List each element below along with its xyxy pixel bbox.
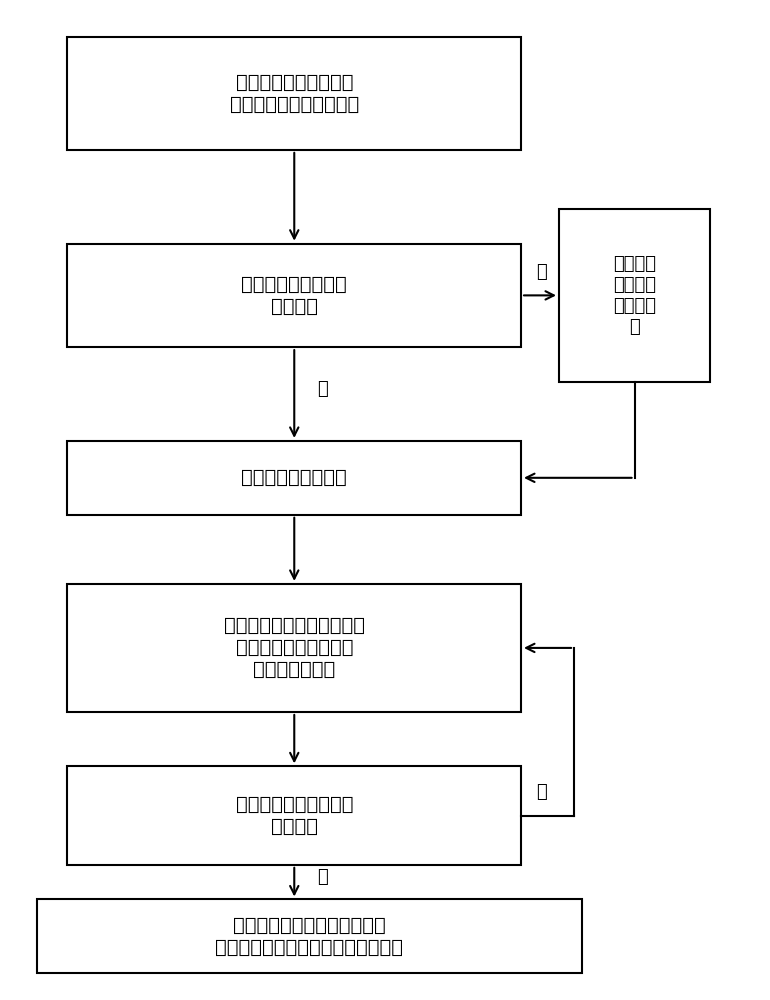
Bar <box>37 899 581 973</box>
Text: 分析铜离子浓度是否
满足要求: 分析铜离子浓度是否 满足要求 <box>241 275 347 316</box>
Bar <box>68 441 521 515</box>
Text: 是: 是 <box>317 868 328 886</box>
Bar <box>68 766 521 865</box>
Text: 检测氧化还原电位是否
满足要求: 检测氧化还原电位是否 满足要求 <box>236 795 353 836</box>
Bar <box>68 584 521 712</box>
Bar <box>68 37 521 150</box>
Bar <box>559 209 710 382</box>
Text: 通入还原性气体，使铜离子
还原为亚铜离子，并与
氯离子生成沉淀: 通入还原性气体，使铜离子 还原为亚铜离子，并与 氯离子生成沉淀 <box>224 616 365 679</box>
Text: 是: 是 <box>317 380 328 398</box>
Bar <box>68 244 521 347</box>
Text: 否: 否 <box>536 783 547 801</box>
Text: 停止通入还原性气体，过滤，
得到已脱除氯离子的湿法炼锌浸出液: 停止通入还原性气体，过滤， 得到已脱除氯离子的湿法炼锌浸出液 <box>216 916 403 957</box>
Text: 检测湿法炼锌浸出液中
氯离子浓度和铜离子浓度: 检测湿法炼锌浸出液中 氯离子浓度和铜离子浓度 <box>229 73 359 114</box>
Text: 否: 否 <box>536 263 547 281</box>
Text: 调整铜离
子浓度，
使满足要
求: 调整铜离 子浓度， 使满足要 求 <box>613 255 656 336</box>
Text: 加入铜渣，得到浆料: 加入铜渣，得到浆料 <box>241 468 347 487</box>
